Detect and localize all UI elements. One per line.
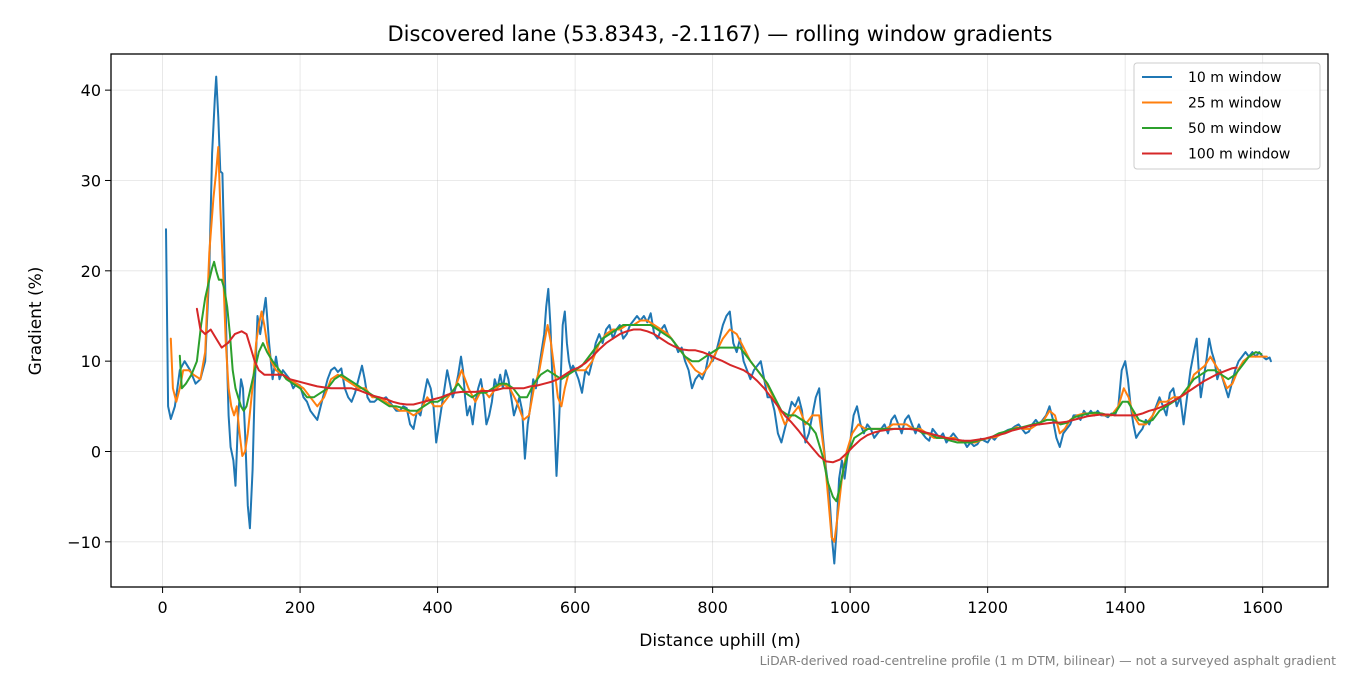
y-tick-label-5: 40 <box>81 81 101 100</box>
y-tick-label-4: 30 <box>81 171 101 190</box>
y-axis-label: Gradient (%) <box>26 267 46 376</box>
series-line-3 <box>195 307 1238 464</box>
x-tick-label-4: 800 <box>697 598 728 617</box>
y-tick-label-3: 20 <box>81 262 101 281</box>
x-tick-label-6: 1200 <box>967 598 1008 617</box>
x-tick-label-7: 1400 <box>1105 598 1146 617</box>
x-tick-label-8: 1600 <box>1242 598 1283 617</box>
x-axis-label: Distance uphill (m) <box>639 631 800 651</box>
x-tick-label-1: 200 <box>285 598 316 617</box>
legend-label-1: 25 m window <box>1188 96 1281 112</box>
x-tick-label-3: 600 <box>560 598 591 617</box>
legend-label-0: 10 m window <box>1188 70 1281 86</box>
y-tick-label-0: −10 <box>67 533 101 552</box>
legend: 10 m window 25 m window 50 m window 100 m w… <box>1133 62 1321 170</box>
y-tick-label-1: 0 <box>91 442 101 461</box>
chart-title: Discovered lane (53.8343, -2.1167) — rol… <box>388 22 1053 46</box>
tick-labels: 0 200 400 600 800 1000 1200 1400 1600 −10 0 10 20 30 4… <box>67 81 1283 617</box>
legend-label-3: 100 m window <box>1188 147 1290 163</box>
x-tick-label-5: 1000 <box>830 598 871 617</box>
y-tick-label-2: 10 <box>81 352 101 371</box>
axes <box>110 53 1329 588</box>
legend-label-2: 50 m window <box>1188 121 1281 137</box>
data-series <box>165 75 1272 565</box>
x-tick-label-0: 0 <box>157 598 167 617</box>
series-line-2 <box>178 260 1263 503</box>
footnote: LiDAR-derived road-centreline profile (1… <box>760 653 1336 668</box>
x-tick-label-2: 400 <box>422 598 453 617</box>
legend-box <box>1133 62 1321 170</box>
plot-frame <box>110 53 1329 588</box>
